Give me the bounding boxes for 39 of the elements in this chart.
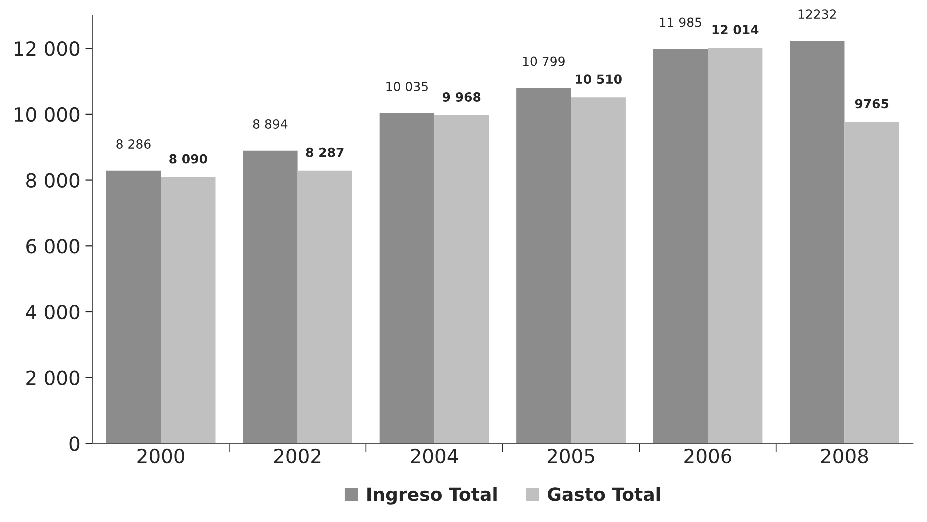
x-tick-label: 2006 [684, 448, 732, 464]
data-label: 12232 [798, 10, 836, 20]
bar [653, 49, 708, 444]
data-label: 8 090 [170, 154, 208, 164]
bar [708, 48, 763, 444]
y-tick-label: 8 000 [26, 173, 80, 188]
bar [298, 170, 352, 444]
x-tick-label: 2004 [411, 448, 458, 464]
bar [571, 98, 626, 444]
y-tick-label: 6 000 [26, 239, 80, 254]
data-label: 8 287 [306, 148, 344, 158]
x-tick-label: 2000 [138, 448, 185, 464]
x-tick-label: 2002 [274, 448, 321, 464]
bar [516, 88, 572, 444]
legend-label: Gasto Total [548, 487, 660, 502]
data-label: 8 286 [116, 140, 151, 150]
y-tick-label: 0 [70, 436, 80, 452]
y-tick-label: 2 000 [26, 370, 80, 386]
data-label: 12 014 [712, 25, 759, 35]
bar [161, 177, 216, 444]
bar [243, 150, 298, 444]
bar [106, 170, 162, 444]
data-label: 9 968 [442, 92, 481, 102]
y-tick-label: 4 000 [26, 304, 80, 320]
bar [380, 113, 435, 444]
data-label: 9765 [855, 99, 889, 109]
data-label: 10 510 [576, 74, 622, 84]
data-label: 10 035 [386, 82, 428, 92]
x-tick-label: 2008 [821, 448, 868, 464]
data-label: 11 985 [660, 18, 702, 28]
data-label: 8 894 [253, 120, 288, 129]
x-tick-label: 2005 [548, 448, 594, 464]
bar [790, 40, 845, 444]
bar [844, 122, 900, 444]
y-tick-label: 12 000 [14, 42, 80, 56]
y-tick-label: 10 000 [14, 107, 80, 122]
bar [434, 115, 490, 444]
data-label: 10 799 [523, 56, 565, 66]
legend-label: Ingreso Total [368, 487, 497, 505]
